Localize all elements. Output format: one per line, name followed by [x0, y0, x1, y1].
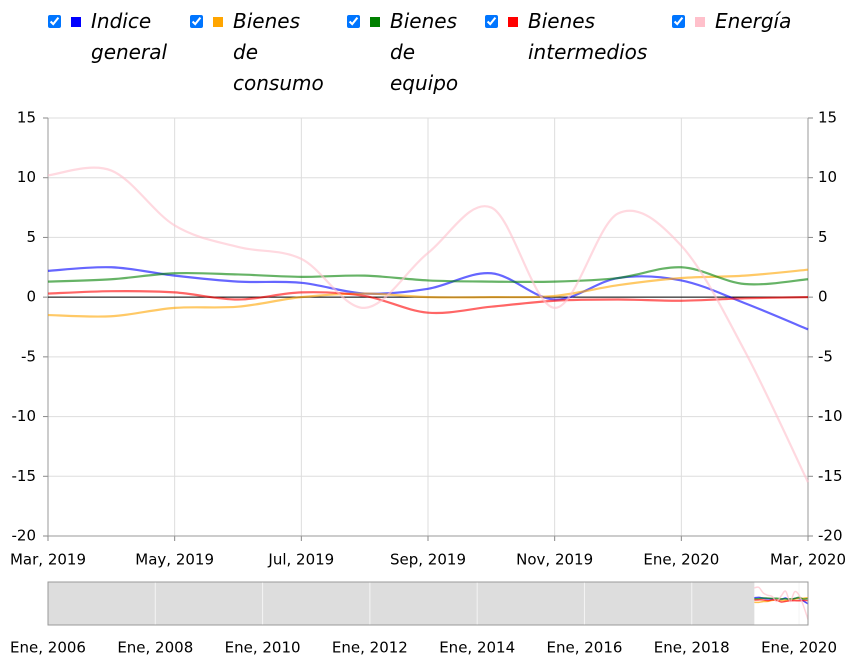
range-tick-label: Ene, 2020 — [761, 639, 837, 657]
x-tick-label: Ene, 2020 — [643, 551, 719, 569]
y2-tick-label: 5 — [818, 228, 828, 246]
y-tick-label: -15 — [12, 467, 37, 485]
legend-item: Bienes intermedios — [485, 6, 658, 68]
y-tick-label: 0 — [26, 288, 36, 306]
y2-tick-label: 10 — [818, 168, 837, 186]
range-tick-label: Ene, 2010 — [225, 639, 301, 657]
legend-item: Indice general — [48, 6, 171, 68]
y2-tick-label: 0 — [818, 288, 828, 306]
range-tick-label: Ene, 2008 — [117, 639, 193, 657]
legend-label: Energía — [715, 9, 792, 33]
x-tick-label: Mar, 2020 — [770, 551, 846, 569]
series-toggle[interactable] — [347, 15, 360, 28]
range-line — [754, 586, 809, 620]
range-line — [754, 596, 809, 600]
range-frame — [47, 581, 809, 626]
legend-swatch — [71, 17, 81, 27]
y2-tick-label: -20 — [818, 527, 843, 545]
range-window[interactable] — [754, 582, 808, 625]
legend-item: Bienes de consumo — [190, 6, 328, 99]
range-line — [754, 596, 809, 604]
series-toggle[interactable] — [48, 15, 61, 28]
legend-swatch — [370, 17, 380, 27]
range-tick-label: Ene, 2014 — [439, 639, 515, 657]
legend-swatch — [508, 17, 518, 27]
x-tick-label: Mar, 2019 — [10, 551, 86, 569]
series-line — [47, 289, 809, 315]
legend-label: Bienes de equipo — [390, 9, 459, 95]
y-tick-label: 5 — [26, 228, 36, 246]
range-tick-label: Ene, 2018 — [654, 639, 730, 657]
series-line — [47, 266, 809, 286]
series-toggle[interactable] — [485, 15, 498, 28]
legend-item: Bienes de equipo — [347, 6, 460, 99]
legend-label: Bienes intermedios — [528, 9, 648, 64]
series-line — [47, 266, 809, 331]
y2-tick-label: -10 — [818, 407, 843, 425]
legend-item: Energía — [672, 6, 825, 37]
y-tick-label: -20 — [12, 527, 37, 545]
y2-tick-label: 15 — [818, 109, 837, 127]
range-line — [754, 599, 809, 603]
x-tick-label: May, 2019 — [135, 551, 214, 569]
series-line — [47, 268, 809, 318]
x-tick-label: Sep, 2019 — [390, 551, 466, 569]
y2-tick-label: -5 — [818, 347, 833, 365]
legend-swatch — [695, 17, 705, 27]
x-tick-label: Nov, 2019 — [516, 551, 593, 569]
range-background — [48, 582, 808, 625]
range-tick-label: Ene, 2006 — [10, 639, 86, 657]
legend-swatch — [213, 17, 223, 27]
legend-label: Bienes de consumo — [233, 9, 324, 95]
range-tick-label: Ene, 2016 — [547, 639, 623, 657]
series-toggle[interactable] — [672, 15, 685, 28]
series-line — [47, 166, 809, 483]
y2-tick-label: -15 — [818, 467, 843, 485]
range-tick-label: Ene, 2012 — [332, 639, 408, 657]
x-tick-label: Jul, 2019 — [267, 551, 334, 569]
legend-label: Indice general — [91, 9, 168, 64]
y-tick-label: 10 — [17, 168, 36, 186]
y-tick-label: -10 — [12, 407, 37, 425]
y-tick-label: 15 — [17, 109, 36, 127]
y-tick-label: -5 — [21, 347, 36, 365]
series-toggle[interactable] — [190, 15, 203, 28]
